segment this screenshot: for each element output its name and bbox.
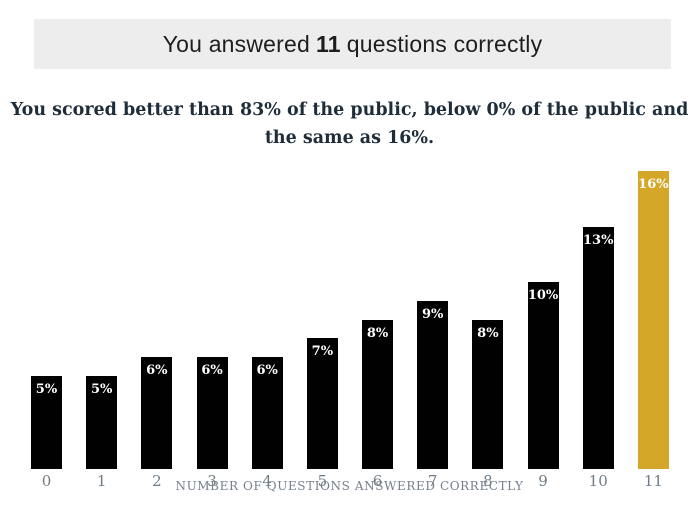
bar-8: 8% xyxy=(472,320,504,469)
bar-column-5: 7% 5 xyxy=(306,169,338,490)
bar-column-8: 8% 8 xyxy=(472,169,504,490)
bar-column-7: 9% 7 xyxy=(417,169,449,490)
bar-column-9: 10% 9 xyxy=(527,169,559,490)
bar-value-label: 6% xyxy=(146,363,168,378)
bar-column-1: 5% 1 xyxy=(86,169,118,490)
bar-6: 8% xyxy=(362,320,394,469)
bar-9: 10% xyxy=(527,282,559,469)
bar-column-0: 5% 0 xyxy=(31,169,62,490)
x-tick-label: 7 xyxy=(427,472,438,490)
bar-column-11: 16% 11 xyxy=(637,169,669,490)
score-banner-prefix: You answered xyxy=(162,30,311,57)
bar-value-label: 8% xyxy=(477,326,499,341)
x-tick-label: 11 xyxy=(643,472,663,490)
percentile-summary-line2: the same as 16%. xyxy=(264,128,435,148)
bar-2: 6% xyxy=(141,357,173,469)
bar-value-label: 10% xyxy=(527,288,559,303)
bar-column-2: 6% 2 xyxy=(141,169,173,490)
x-tick-label: 2 xyxy=(152,472,162,490)
bar-value-label: 5% xyxy=(35,382,58,397)
x-tick-label: 9 xyxy=(538,472,548,490)
x-tick-label: 0 xyxy=(41,472,52,490)
bar-value-label: 5% xyxy=(90,382,113,397)
score-value: 11 xyxy=(316,30,341,57)
x-tick-label: 1 xyxy=(96,472,107,490)
percentile-summary: You scored better than 83% of the public… xyxy=(0,96,699,152)
score-banner-suffix: questions correctly xyxy=(346,30,543,57)
bar-4: 6% xyxy=(251,357,283,469)
bar-5: 7% xyxy=(306,338,338,469)
x-tick-label: 6 xyxy=(372,472,383,490)
score-banner: You answered 11 questions correctly xyxy=(34,19,671,69)
percentile-summary-line1: You scored better than 83% of the public… xyxy=(10,100,689,120)
bar-column-10: 13% 10 xyxy=(582,169,614,490)
bar-value-label: 16% xyxy=(638,177,669,192)
bar-value-label: 8% xyxy=(366,326,389,341)
score-distribution-chart: 5% 0 5% 1 6% 2 6% 3 6% 4 7% 5 8% 6 9% 7 8% 8 10% 9 13% 10 16% 1… xyxy=(31,169,669,490)
bar-value-label: 9% xyxy=(422,307,444,322)
bar-value-label: 6% xyxy=(256,363,278,378)
x-tick-label: 5 xyxy=(317,472,328,490)
bar-1: 5% xyxy=(86,376,118,469)
x-axis-title: NUMBER OF QUESTIONS ANSWERED CORRECTLY xyxy=(175,479,524,493)
bar-11: 16% xyxy=(637,171,669,469)
bar-0: 5% xyxy=(31,376,62,469)
bar-7: 9% xyxy=(417,301,449,469)
x-tick-label: 3 xyxy=(207,472,217,490)
bar-value-label: 13% xyxy=(582,233,614,248)
bar-3: 6% xyxy=(196,357,228,469)
x-tick-label: 4 xyxy=(262,472,272,490)
bar-column-3: 6% 3 xyxy=(196,169,228,490)
x-tick-label: 8 xyxy=(483,472,493,490)
bar-value-label: 7% xyxy=(311,344,334,359)
x-tick-label: 10 xyxy=(588,472,608,490)
bar-column-4: 6% 4 xyxy=(251,169,283,490)
bar-column-6: 8% 6 xyxy=(362,169,394,490)
bar-10: 13% xyxy=(582,227,614,469)
bar-value-label: 6% xyxy=(201,363,223,378)
